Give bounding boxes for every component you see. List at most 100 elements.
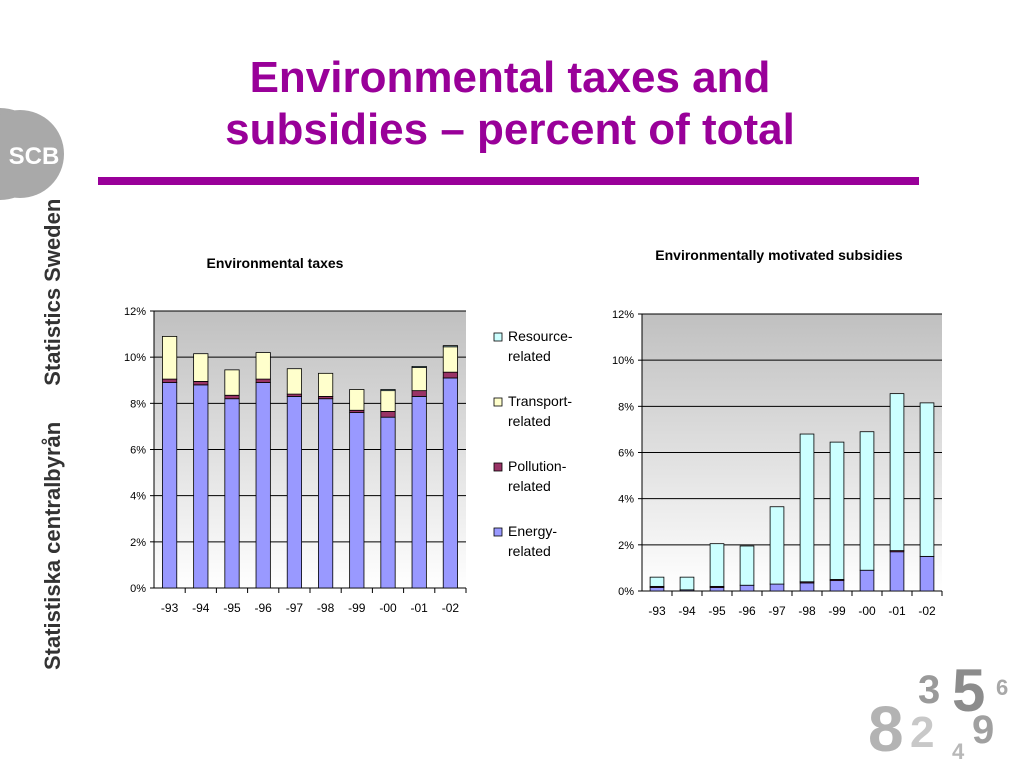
x-tick-label: -93	[161, 601, 179, 615]
numbers-decoration: 8 3 5 2 9 4 6	[868, 657, 1008, 765]
bar-segment	[255, 382, 271, 589]
bar-segment	[162, 335, 178, 380]
bar-segment	[919, 402, 935, 557]
x-tick-label: -02	[918, 604, 936, 618]
bar-segment	[162, 378, 178, 383]
bar-segment	[889, 393, 905, 552]
bar-segment	[286, 368, 302, 395]
bar-segment	[649, 587, 665, 592]
x-tick-label: -96	[738, 604, 756, 618]
deco-digit-6: 6	[996, 675, 1008, 700]
bar-segment	[193, 381, 209, 386]
legend-swatch	[493, 527, 503, 537]
bar-segment	[255, 352, 271, 380]
x-tick-label: -95	[223, 601, 241, 615]
title-underline	[98, 177, 919, 185]
bar-segment	[224, 394, 240, 400]
legend-label: related	[508, 478, 551, 494]
x-tick-label: -93	[648, 604, 666, 618]
y-tick-label: 0%	[618, 586, 634, 598]
bar-segment	[224, 398, 240, 589]
bar-segment	[411, 367, 427, 392]
bar-segment	[162, 382, 178, 589]
bar-segment	[649, 576, 665, 587]
legend-label: Pollution-	[508, 458, 567, 474]
x-tick-label: -02	[442, 601, 460, 615]
y-tick-label: 0%	[130, 583, 146, 595]
legend-label: related	[508, 413, 551, 429]
bar-segment	[318, 372, 334, 397]
bar-segment	[255, 378, 271, 383]
legend-label: related	[508, 348, 551, 364]
x-tick-label: -94	[192, 601, 210, 615]
deco-digit-4: 4	[952, 739, 965, 764]
bar-segment	[442, 371, 458, 379]
x-tick-label: -96	[255, 601, 273, 615]
bar-segment	[380, 389, 396, 392]
deco-digit-2: 2	[910, 708, 934, 757]
y-tick-label: 2%	[130, 537, 146, 549]
x-tick-label: -97	[286, 601, 304, 615]
bar-segment	[286, 396, 302, 589]
deco-digit-9: 9	[972, 708, 994, 752]
chart-1: Environmental taxes 0% 2% 4% 6% 8% 10% 12% -93 -9…	[124, 255, 573, 615]
legend-swatch	[493, 462, 503, 472]
legend-label: Resource-	[508, 328, 573, 344]
y-tick-label: 4%	[130, 491, 146, 503]
bar-segment	[411, 396, 427, 589]
bar-segment	[411, 365, 427, 368]
bar-segment	[442, 377, 458, 589]
bar-segment	[859, 569, 875, 592]
slide-title-line-1: Environmental taxes and	[249, 53, 771, 102]
bar-segment	[709, 543, 725, 587]
bar-segment	[769, 583, 785, 592]
slide-title-line-2: subsidies – percent of total	[225, 105, 795, 154]
bar-segment	[829, 441, 845, 580]
bar-segment	[411, 390, 427, 397]
bar-segment	[799, 433, 815, 583]
bar-segment	[349, 412, 365, 589]
bar-segment	[859, 431, 875, 571]
bar-segment	[193, 353, 209, 382]
x-tick-label: -97	[768, 604, 786, 618]
y-tick-label: 12%	[124, 306, 146, 318]
legend-label: related	[508, 543, 551, 559]
y-tick-label: 4%	[618, 494, 634, 506]
bar-segment	[919, 555, 935, 592]
deco-digit-5: 5	[952, 657, 985, 724]
x-tick-label: -98	[317, 601, 335, 615]
scb-logo-text: SCB	[9, 143, 60, 170]
x-tick-label: -00	[858, 604, 876, 618]
bar-segment	[799, 582, 815, 592]
x-tick-label: -95	[708, 604, 726, 618]
legend-label: Energy-	[508, 523, 557, 539]
chart-title: Environmentally motivated subsidies	[655, 247, 903, 263]
y-tick-label: 8%	[130, 398, 146, 410]
bar-segment	[224, 369, 240, 396]
legend-swatch	[493, 397, 503, 407]
y-tick-label: 2%	[618, 540, 634, 552]
x-tick-label: -94	[678, 604, 696, 618]
deco-digit-3: 3	[918, 668, 940, 712]
bar-segment	[889, 551, 905, 592]
bar-segment	[380, 390, 396, 412]
x-tick-label: -99	[828, 604, 846, 618]
bar-segment	[709, 587, 725, 592]
bar-segment	[739, 545, 755, 586]
x-tick-label: -01	[888, 604, 906, 618]
bar-segment	[679, 576, 695, 591]
chart-title: Environmental taxes	[207, 255, 344, 271]
bar-segment	[769, 506, 785, 585]
bar-segment	[193, 384, 209, 589]
bar-segment	[318, 398, 334, 589]
y-tick-label: 10%	[612, 355, 634, 367]
x-tick-label: -99	[348, 601, 366, 615]
bar-segment	[349, 389, 365, 411]
bar-segment	[442, 346, 458, 373]
y-tick-label: 10%	[124, 352, 146, 364]
y-tick-label: 8%	[618, 401, 634, 413]
y-tick-label: 6%	[130, 445, 146, 457]
bar-segment	[739, 584, 755, 592]
legend-label: Transport-	[508, 393, 572, 409]
